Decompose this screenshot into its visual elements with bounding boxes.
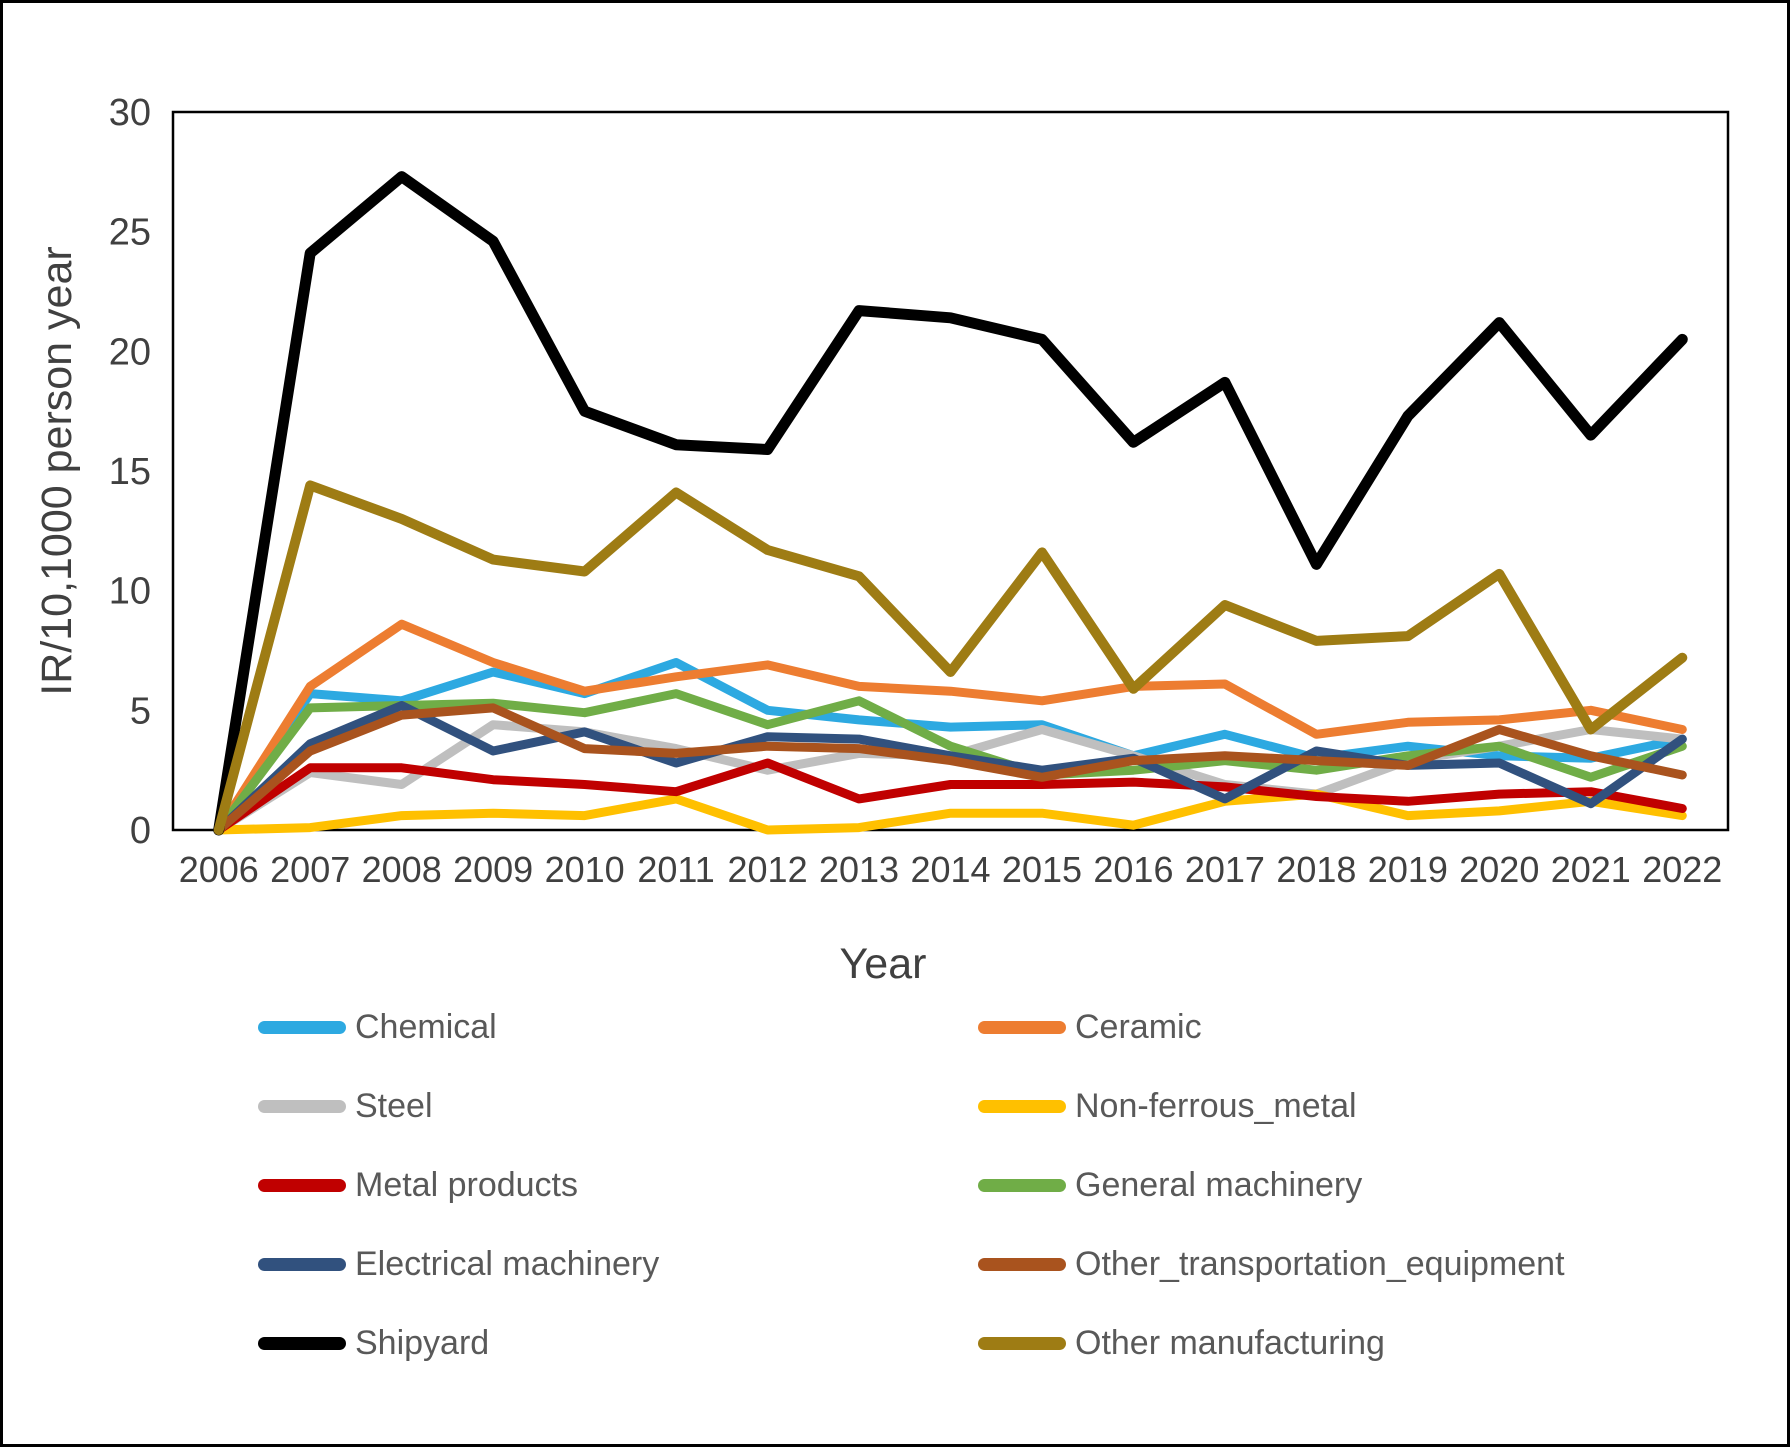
plot-border bbox=[171, 110, 1730, 832]
y-tick-label: 10 bbox=[109, 571, 151, 613]
x-tick-label: 2019 bbox=[1368, 849, 1448, 890]
series-line-other-manufacturing bbox=[213, 480, 1688, 835]
legend-item-steel: Steel bbox=[258, 1067, 978, 1146]
series-line-other-transportation-equipment bbox=[214, 703, 1687, 835]
series-line-shipyard bbox=[213, 171, 1688, 836]
line-chart: 0 5 10 15 20 25 30 2006 2007 2008 2009 2010 2011 201… bbox=[33, 92, 1730, 988]
y-tick-label: 15 bbox=[109, 451, 151, 493]
series-line-ceramic bbox=[214, 619, 1687, 835]
x-axis-title: Year bbox=[840, 940, 927, 988]
legend-item-general-machinery: General machinery bbox=[978, 1146, 1658, 1225]
x-tick-label: 2009 bbox=[453, 849, 533, 890]
series-lines bbox=[213, 171, 1688, 836]
legend-label: Shipyard bbox=[355, 1324, 490, 1362]
x-tick-label: 2006 bbox=[179, 849, 259, 890]
legend-swatch bbox=[258, 1100, 346, 1113]
legend-item-non-ferrous-metal: Non-ferrous_metal bbox=[978, 1067, 1658, 1146]
legend-swatch bbox=[978, 1179, 1066, 1192]
legend-item-metal-products: Metal products bbox=[258, 1146, 978, 1225]
legend: Chemical Ceramic Steel Non-ferrous_metal Met… bbox=[258, 988, 1658, 1383]
x-tick-label: 2008 bbox=[362, 849, 442, 890]
legend-label: Metal products bbox=[355, 1166, 578, 1204]
legend-item-electrical-machinery: Electrical machinery bbox=[258, 1225, 978, 1304]
x-tick-label: 2010 bbox=[545, 849, 625, 890]
x-tick-label: 2011 bbox=[637, 849, 714, 890]
legend-swatch bbox=[978, 1258, 1066, 1271]
legend-label: Electrical machinery bbox=[355, 1245, 660, 1283]
x-tick-label: 2014 bbox=[910, 849, 990, 890]
legend-swatch bbox=[978, 1100, 1066, 1113]
series-line-non-ferrous-metal bbox=[214, 789, 1687, 835]
y-tick-label: 0 bbox=[130, 810, 151, 852]
x-tick-label: 2022 bbox=[1642, 849, 1722, 890]
x-tick-label: 2017 bbox=[1185, 849, 1265, 890]
legend-swatch bbox=[258, 1258, 346, 1271]
y-axis-title: IR/10,1000 person year bbox=[33, 246, 81, 695]
legend-swatch bbox=[258, 1021, 346, 1034]
legend-swatch bbox=[258, 1179, 346, 1192]
legend-label: Other manufacturing bbox=[1075, 1324, 1385, 1362]
legend-label: Ceramic bbox=[1075, 1008, 1202, 1046]
x-tick-label: 2015 bbox=[1002, 849, 1082, 890]
plot-frame bbox=[171, 110, 1730, 832]
x-tick-label: 2021 bbox=[1551, 849, 1631, 890]
legend-swatch bbox=[978, 1021, 1066, 1034]
legend-label: General machinery bbox=[1075, 1166, 1363, 1204]
y-tick-label: 20 bbox=[109, 331, 151, 373]
x-tick-label: 2020 bbox=[1459, 849, 1539, 890]
y-tick-label: 25 bbox=[109, 212, 151, 254]
x-tick-label: 2013 bbox=[819, 849, 899, 890]
series-line-electrical-machinery bbox=[214, 701, 1687, 835]
legend-label: Non-ferrous_metal bbox=[1075, 1087, 1357, 1125]
legend-label: Steel bbox=[355, 1087, 433, 1125]
legend-item-chemical: Chemical bbox=[258, 988, 978, 1067]
x-tick-label: 2016 bbox=[1093, 849, 1173, 890]
legend-swatch bbox=[978, 1337, 1066, 1350]
x-tick-label: 2012 bbox=[728, 849, 808, 890]
legend-item-ceramic: Ceramic bbox=[978, 988, 1658, 1067]
x-axis-tick-labels: 2006 2007 2008 2009 2010 2011 2012 2013 2014 2015… bbox=[179, 849, 1723, 890]
legend-label: Chemical bbox=[355, 1008, 497, 1046]
x-tick-label: 2018 bbox=[1276, 849, 1356, 890]
legend-item-other-manufacturing: Other manufacturing bbox=[978, 1304, 1658, 1383]
y-tick-label: 30 bbox=[109, 92, 151, 134]
y-tick-label: 5 bbox=[130, 690, 151, 732]
legend-item-shipyard: Shipyard bbox=[258, 1304, 978, 1383]
y-axis-tick-labels: 0 5 10 15 20 25 30 bbox=[109, 92, 151, 852]
series-line-metal-products bbox=[214, 758, 1687, 835]
legend-swatch bbox=[258, 1337, 346, 1350]
x-tick-label: 2007 bbox=[270, 849, 350, 890]
legend-item-other-transportation-equipment: Other_transportation_equipment bbox=[978, 1225, 1658, 1304]
legend-label: Other_transportation_equipment bbox=[1075, 1245, 1565, 1283]
